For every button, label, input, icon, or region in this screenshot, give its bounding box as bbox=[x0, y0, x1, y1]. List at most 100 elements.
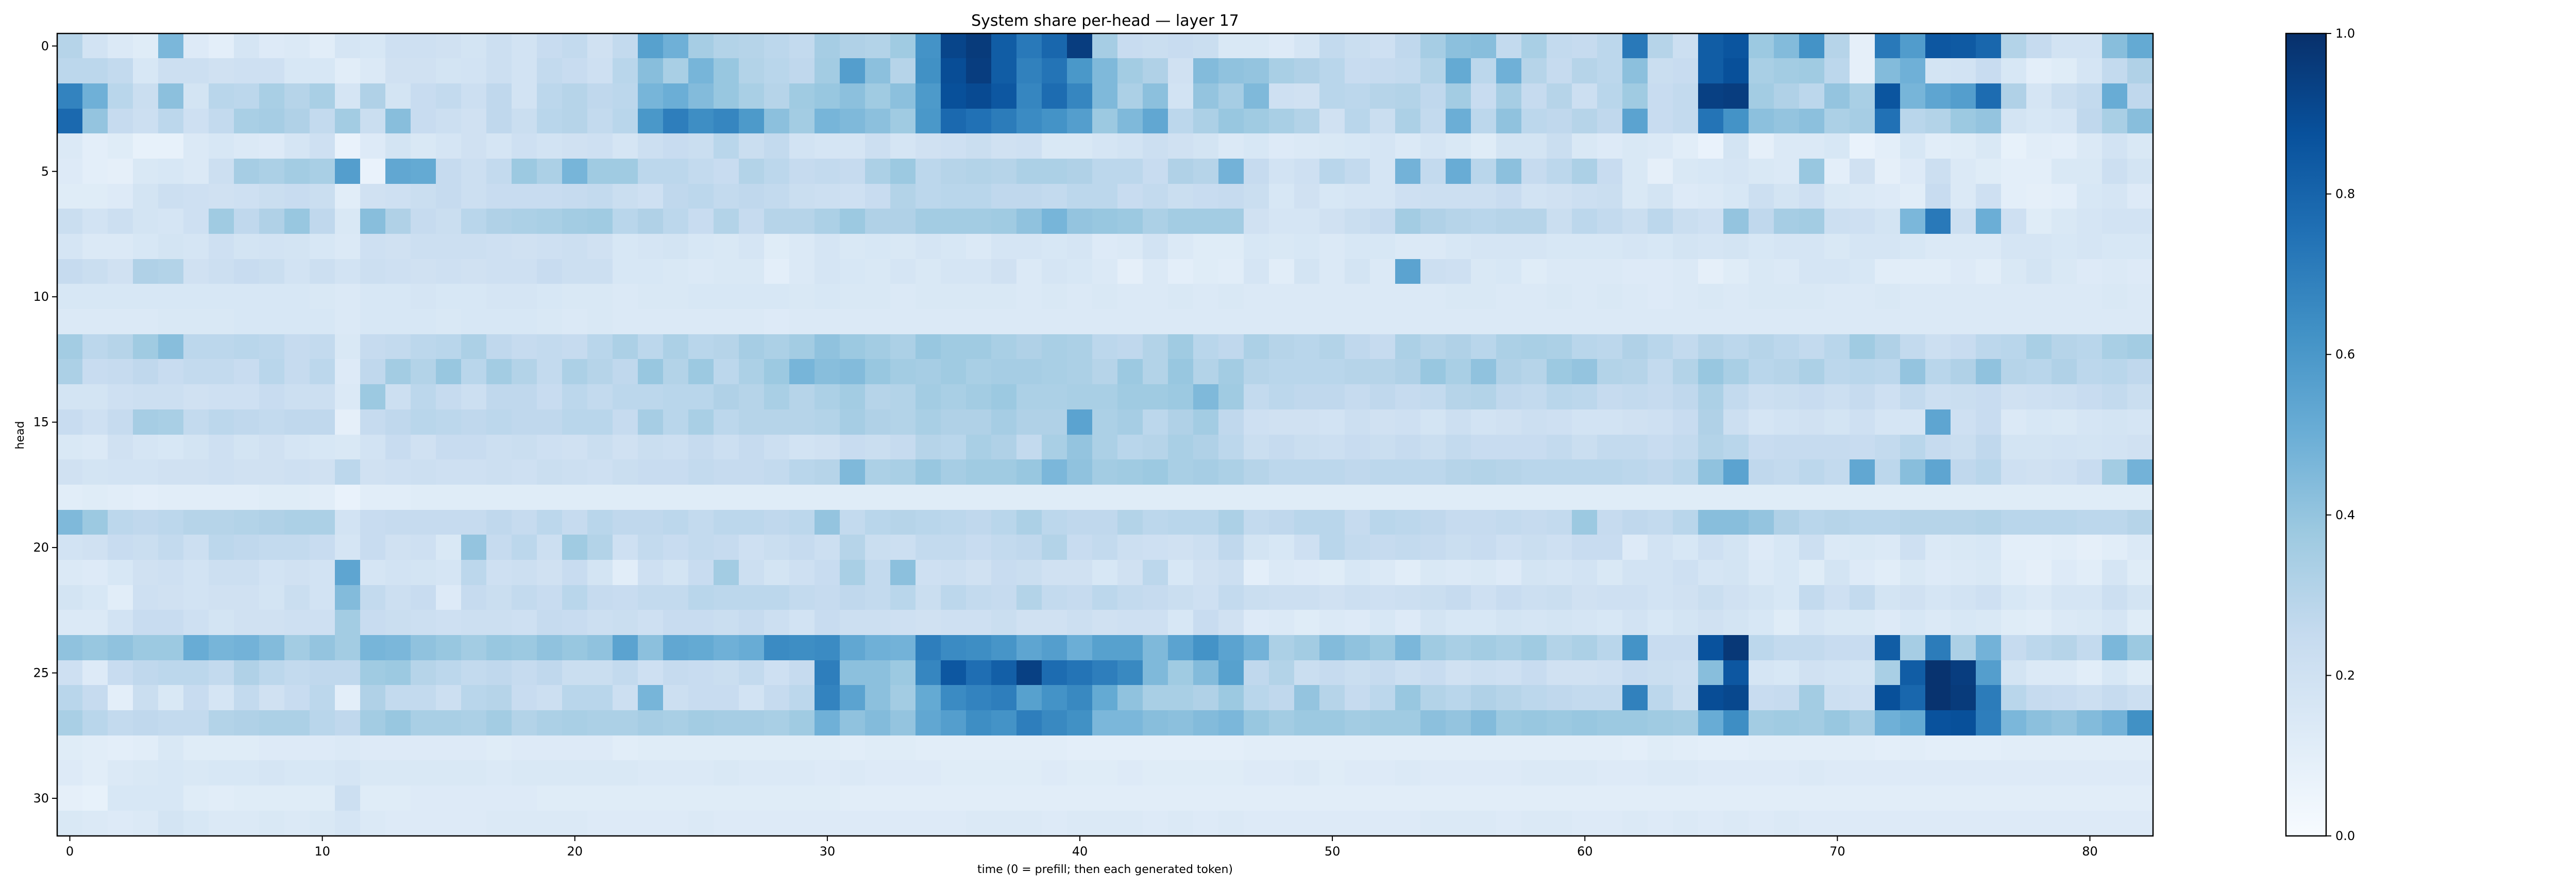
heatmap-cell bbox=[1092, 334, 1118, 360]
heatmap-cell bbox=[1723, 33, 1749, 59]
heatmap-cell bbox=[663, 234, 689, 260]
heatmap-cell bbox=[2127, 710, 2153, 736]
heatmap-cell bbox=[1496, 384, 1522, 410]
heatmap-cell bbox=[461, 184, 487, 209]
heatmap-cell bbox=[1446, 159, 1471, 184]
heatmap-cell bbox=[512, 610, 537, 636]
heatmap-cell bbox=[2026, 811, 2052, 836]
heatmap-cell bbox=[890, 485, 916, 510]
heatmap-cell bbox=[1117, 459, 1143, 485]
heatmap-cell bbox=[259, 585, 285, 610]
heatmap-cell bbox=[335, 660, 361, 686]
heatmap-cell bbox=[1850, 83, 1875, 109]
heatmap-cell bbox=[1420, 735, 1446, 761]
heatmap-cell bbox=[2026, 133, 2052, 159]
heatmap-cell bbox=[1117, 384, 1143, 410]
heatmap-cell bbox=[1168, 735, 1194, 761]
heatmap-cell bbox=[1143, 811, 1168, 836]
heatmap-cell bbox=[158, 710, 184, 736]
heatmap-cell bbox=[1774, 785, 1800, 811]
heatmap-cell bbox=[991, 710, 1017, 736]
heatmap-cell bbox=[310, 284, 335, 310]
heatmap-cell bbox=[714, 710, 739, 736]
heatmap-cell bbox=[1850, 33, 1875, 59]
heatmap-cell bbox=[183, 535, 209, 560]
heatmap-cell bbox=[2102, 510, 2128, 535]
heatmap-cell bbox=[1319, 710, 1345, 736]
heatmap-cell bbox=[739, 359, 765, 385]
heatmap-cell bbox=[1370, 485, 1396, 510]
heatmap-cell bbox=[1698, 660, 1724, 686]
heatmap-cell bbox=[1067, 359, 1093, 385]
heatmap-cell bbox=[537, 760, 563, 786]
heatmap-cell bbox=[1042, 133, 1067, 159]
heatmap-cell bbox=[1521, 384, 1547, 410]
heatmap-cell bbox=[789, 710, 815, 736]
heatmap-cell bbox=[638, 58, 664, 84]
heatmap-cell bbox=[158, 760, 184, 786]
heatmap-cell bbox=[789, 660, 815, 686]
heatmap-cell bbox=[1622, 735, 1648, 761]
heatmap-cell bbox=[663, 510, 689, 535]
heatmap-cell bbox=[82, 510, 108, 535]
heatmap-cell bbox=[1092, 685, 1118, 711]
heatmap-cell bbox=[1143, 384, 1168, 410]
heatmap-cell bbox=[2001, 560, 2027, 586]
heatmap-cell bbox=[310, 785, 335, 811]
heatmap-cell bbox=[209, 109, 234, 134]
heatmap-cell bbox=[486, 535, 512, 560]
heatmap-cell bbox=[436, 184, 462, 209]
heatmap-cell bbox=[966, 309, 992, 335]
heatmap-cell bbox=[739, 785, 765, 811]
heatmap-cell bbox=[133, 309, 159, 335]
heatmap-cell bbox=[2052, 159, 2077, 184]
heatmap-cell bbox=[1875, 585, 1901, 610]
heatmap-cell bbox=[663, 409, 689, 435]
heatmap-cell bbox=[2026, 109, 2052, 134]
heatmap-cell bbox=[1824, 760, 1850, 786]
heatmap-cell bbox=[1294, 259, 1320, 284]
heatmap-cell bbox=[840, 359, 866, 385]
heatmap-cell bbox=[688, 560, 714, 586]
heatmap-cell bbox=[1471, 234, 1497, 260]
heatmap-cell bbox=[587, 760, 613, 786]
heatmap-cell bbox=[1471, 635, 1497, 661]
heatmap-cell bbox=[1597, 83, 1623, 109]
heatmap-cell bbox=[1875, 485, 1901, 510]
x-tick-label: 70 bbox=[1829, 844, 1845, 859]
heatmap-cell bbox=[1269, 735, 1295, 761]
heatmap-cell bbox=[284, 159, 310, 184]
heatmap-cell bbox=[764, 435, 790, 460]
heatmap-cell bbox=[1269, 33, 1295, 59]
heatmap-cell bbox=[1496, 610, 1522, 636]
heatmap-cell bbox=[82, 660, 108, 686]
heatmap-cell bbox=[1420, 510, 1446, 535]
heatmap-cell bbox=[1976, 510, 2002, 535]
heatmap-cell bbox=[1016, 409, 1042, 435]
heatmap-cell bbox=[436, 83, 462, 109]
heatmap-cell bbox=[284, 309, 310, 335]
heatmap-cell bbox=[2052, 535, 2077, 560]
heatmap-cell bbox=[1244, 459, 1269, 485]
heatmap-cell bbox=[436, 811, 462, 836]
heatmap-cell bbox=[259, 811, 285, 836]
heatmap-cell bbox=[360, 660, 386, 686]
heatmap-cell bbox=[537, 184, 563, 209]
heatmap-cell bbox=[133, 585, 159, 610]
heatmap-cell bbox=[360, 133, 386, 159]
heatmap-cell bbox=[2001, 109, 2027, 134]
heatmap-cell bbox=[1648, 560, 1673, 586]
heatmap-cell bbox=[234, 760, 260, 786]
heatmap-cell bbox=[1547, 485, 1572, 510]
heatmap-cell bbox=[638, 184, 664, 209]
heatmap-cell bbox=[1193, 234, 1219, 260]
heatmap-cell bbox=[1016, 635, 1042, 661]
heatmap-cell bbox=[1698, 309, 1724, 335]
heatmap-cell bbox=[1446, 435, 1471, 460]
heatmap-cell bbox=[57, 83, 83, 109]
heatmap-cell bbox=[1521, 334, 1547, 360]
heatmap-cell bbox=[436, 409, 462, 435]
heatmap-cell bbox=[2026, 560, 2052, 586]
heatmap-cell bbox=[587, 785, 613, 811]
heatmap-cell bbox=[360, 33, 386, 59]
